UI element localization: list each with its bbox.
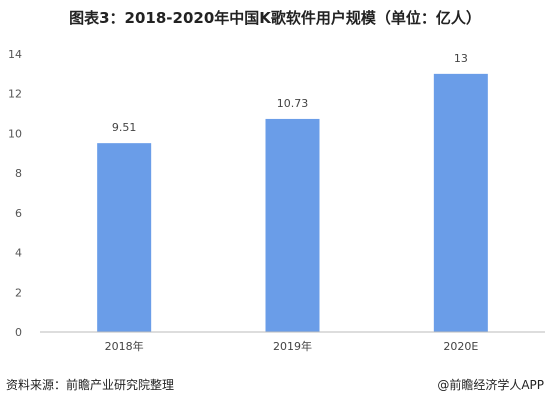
- chart-title: 图表3：2018-2020年中国K歌软件用户规模（单位：亿人）: [69, 9, 481, 27]
- source-note: 资料来源：前瞻产业研究院整理: [6, 378, 175, 392]
- bar-value-label: 9.51: [112, 121, 137, 134]
- x-tick-label: 2020E: [443, 340, 478, 353]
- x-axis: 2018年 2019年 2020E: [105, 339, 479, 353]
- y-tick-label: 4: [15, 247, 22, 260]
- bar-value-label: 10.73: [277, 97, 309, 110]
- bar-value-label: 13: [454, 52, 468, 65]
- x-tick-label: 2018年: [105, 339, 144, 353]
- y-axis: 0 2 4 6 8 10 12 14: [8, 48, 22, 339]
- y-tick-label: 6: [15, 207, 22, 220]
- bar: [97, 143, 152, 332]
- x-tick-label: 2019年: [273, 339, 312, 353]
- y-tick-label: 14: [8, 48, 22, 61]
- y-tick-label: 10: [8, 127, 22, 140]
- y-tick-label: 12: [8, 88, 22, 101]
- y-tick-label: 8: [15, 167, 22, 180]
- credit-note: @前瞻经济学人APP: [437, 378, 544, 392]
- bars: 9.51 10.73 13: [97, 52, 488, 332]
- y-tick-label: 2: [15, 286, 22, 299]
- y-tick-label: 0: [15, 326, 22, 339]
- bar: [265, 118, 320, 332]
- bar: [433, 73, 488, 332]
